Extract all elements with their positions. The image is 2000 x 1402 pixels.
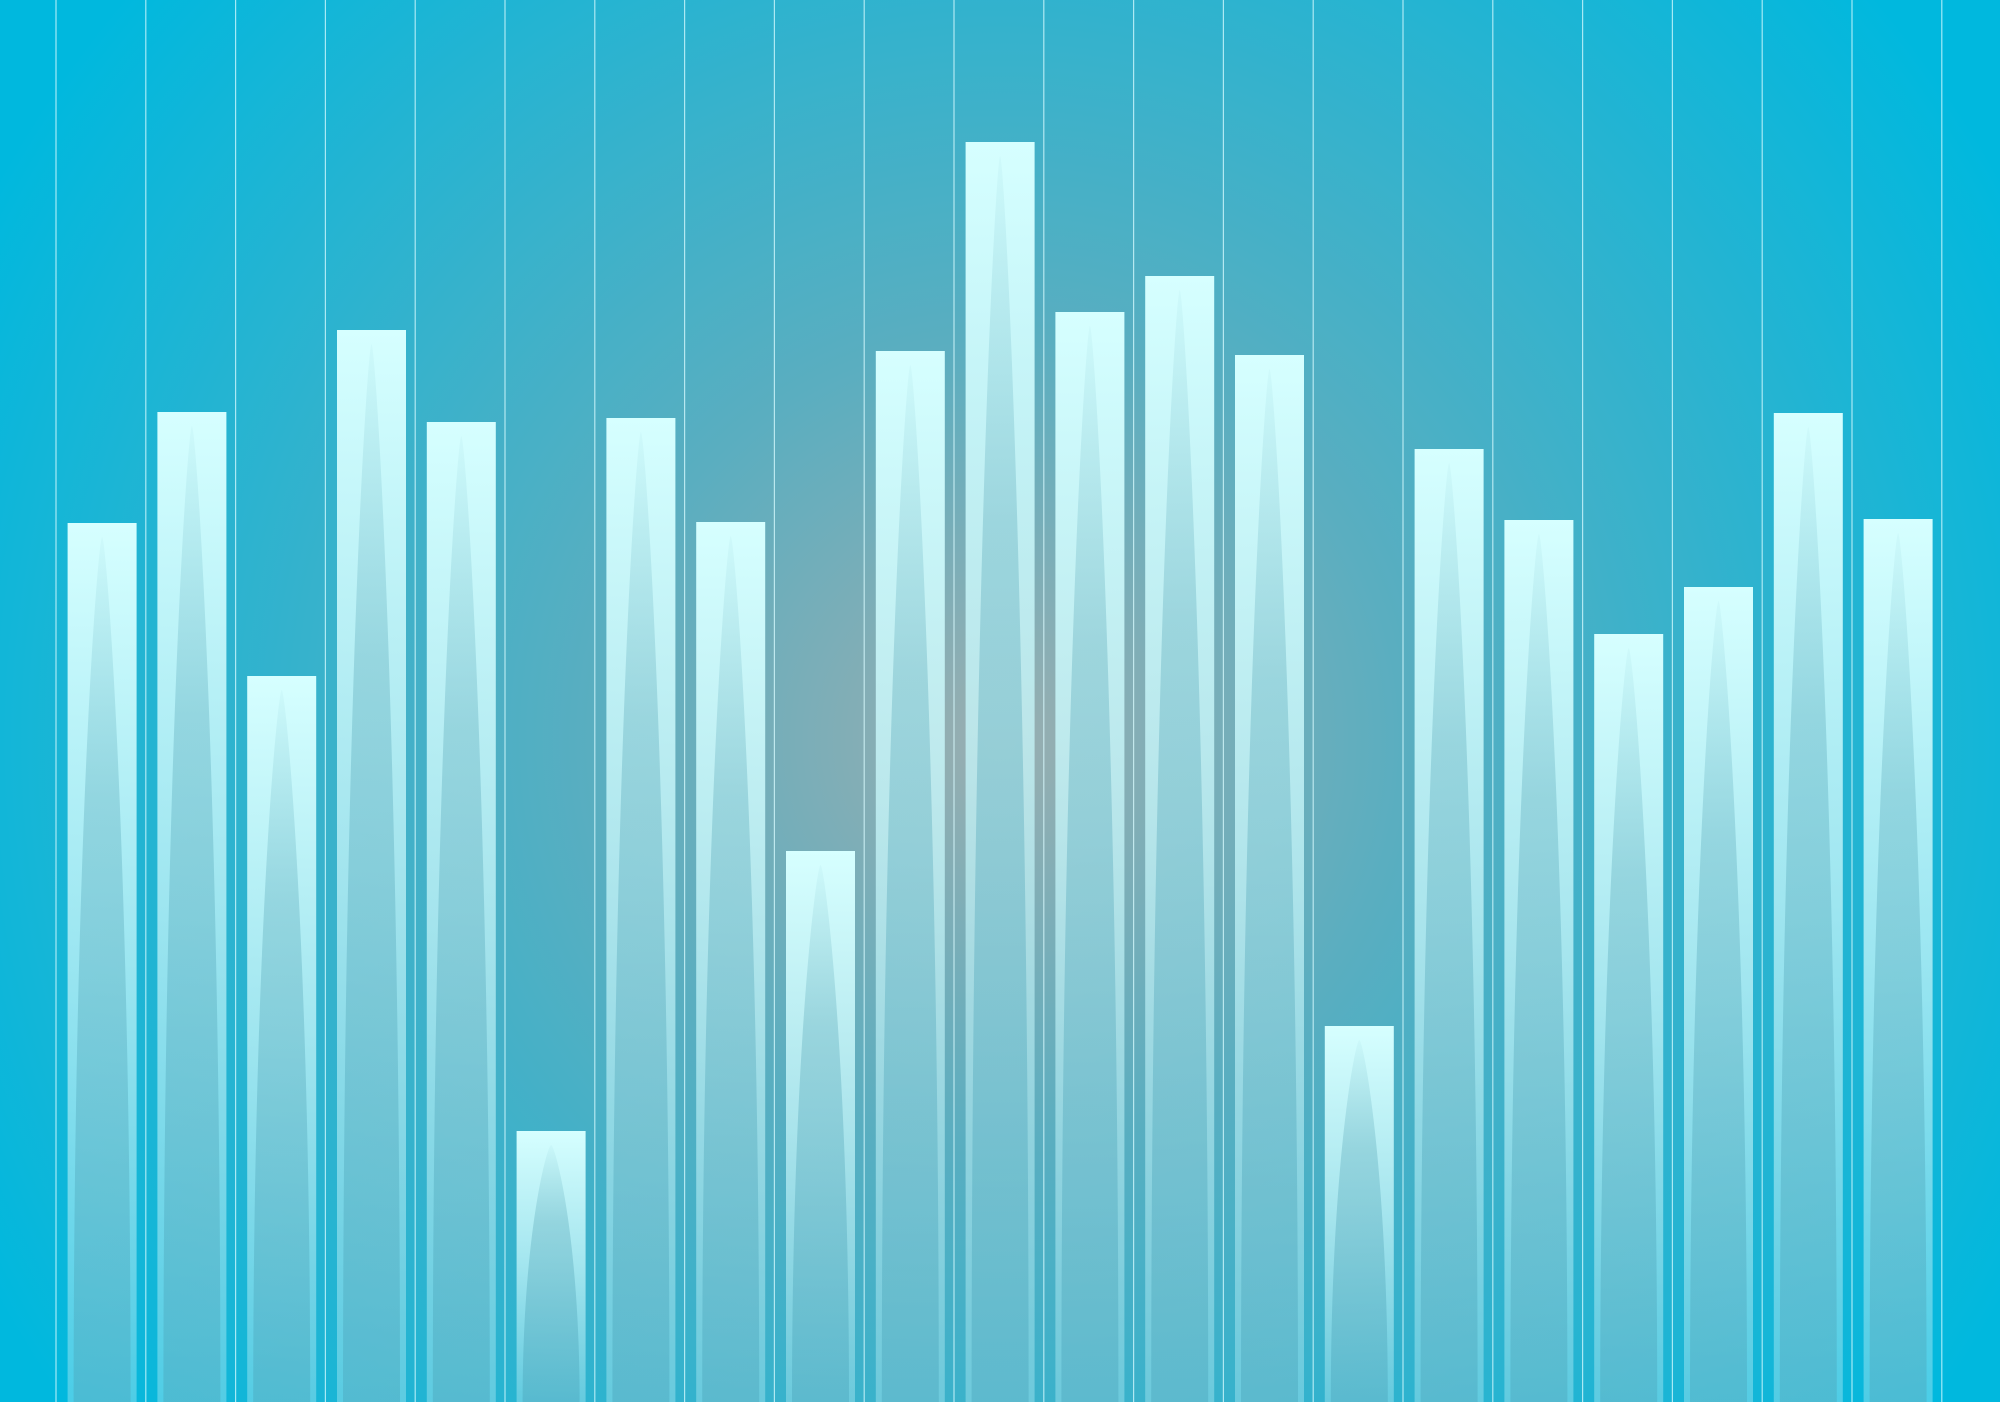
bar-arch (971, 156, 1029, 1402)
bar-arch (1600, 648, 1658, 1402)
bar-arch (792, 865, 849, 1402)
bar-arch (1690, 601, 1747, 1402)
bar-arch (253, 690, 311, 1402)
bar-arch (1061, 326, 1119, 1402)
bar-arch (522, 1145, 580, 1402)
bar-arch (1869, 533, 1927, 1402)
bar-arch (1420, 463, 1478, 1402)
bar-arch (702, 536, 760, 1402)
bar-arch (612, 432, 670, 1402)
bar-arch (1330, 1040, 1388, 1402)
bar-arch (163, 426, 221, 1402)
bar-arch (1241, 369, 1298, 1402)
bar-arch (73, 537, 131, 1402)
bar-arch (343, 344, 400, 1402)
bar-arch (432, 436, 490, 1402)
divider-lines (55, 0, 1943, 1402)
bar-arch (1779, 427, 1837, 1402)
bar-arch (881, 365, 939, 1402)
bar-arch (1151, 290, 1209, 1402)
bars (67, 142, 1933, 1402)
bar-arch (1510, 534, 1568, 1402)
